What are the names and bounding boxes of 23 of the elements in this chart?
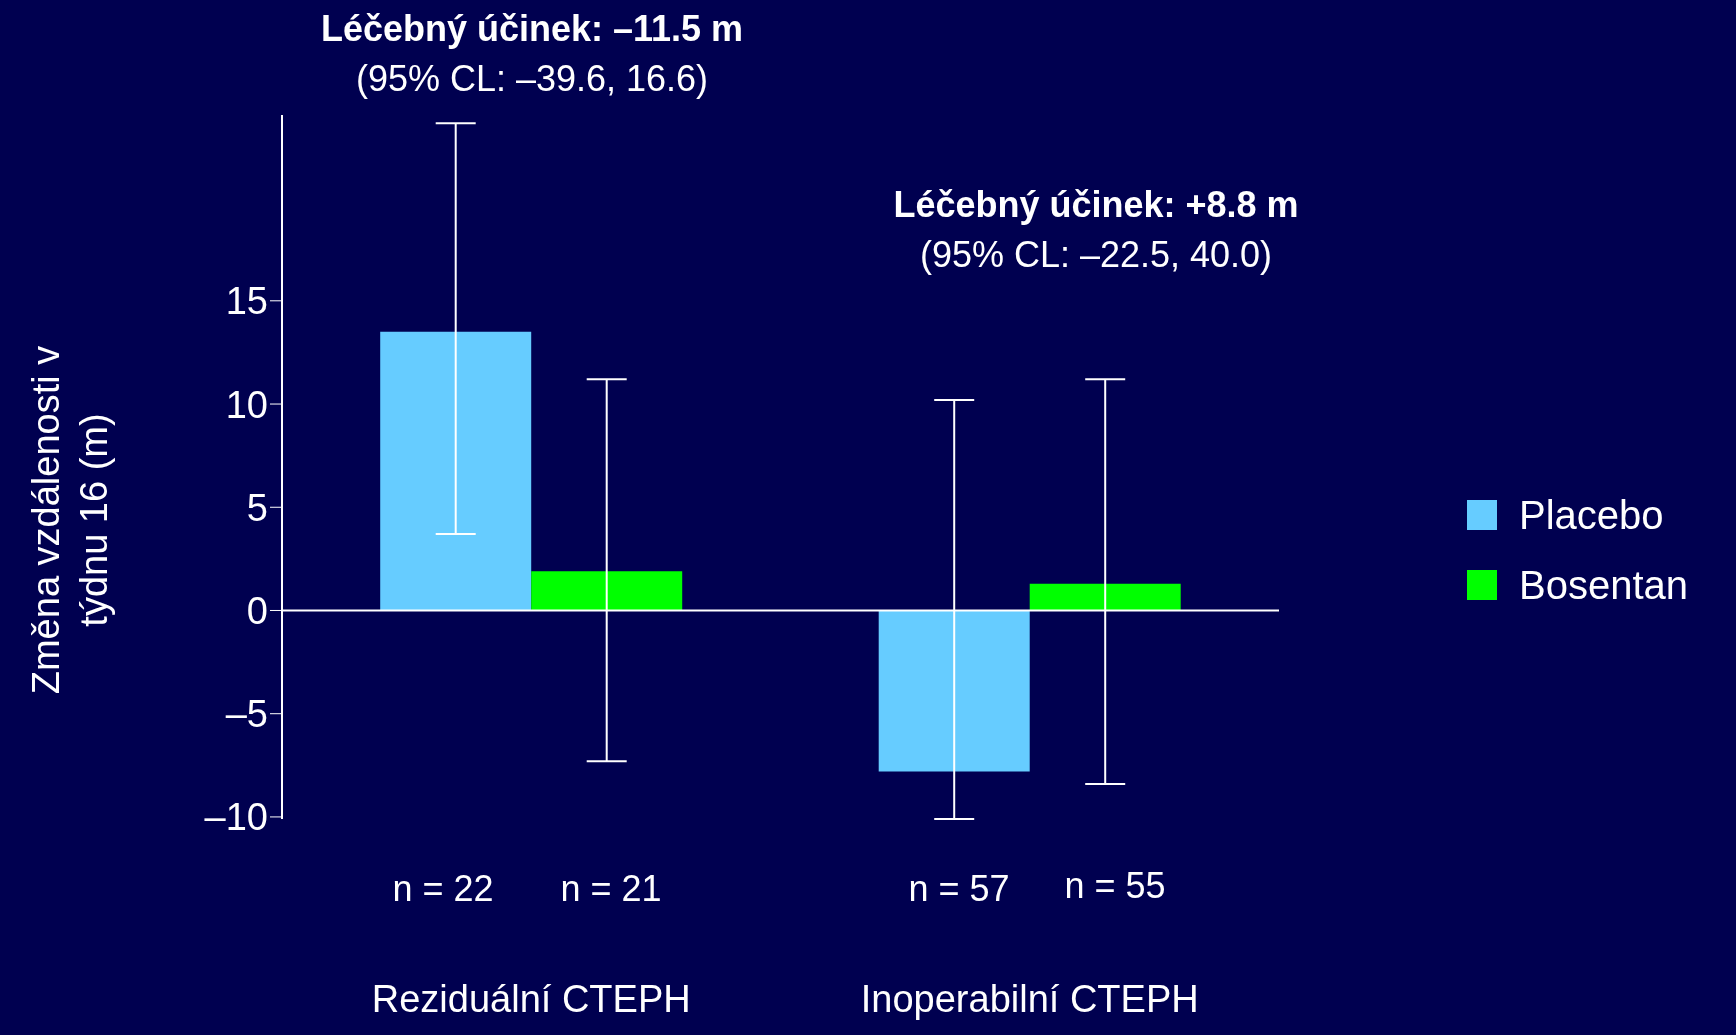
x-tick-label: Reziduální CTEPH [371, 978, 691, 1020]
bar [1029, 583, 1181, 611]
text: (95% CL: –39.6, 16.6) [355, 58, 709, 100]
text: n = 21 [560, 868, 662, 910]
legend-label: Bosentan [1519, 562, 1689, 608]
y-tick-label: 0 [246, 589, 268, 632]
text: n = 55 [1064, 865, 1166, 907]
y-tick-label: –5 [225, 693, 268, 736]
x-tick-label: Inoperabilní CTEPH [860, 978, 1199, 1020]
text: n = 57 [908, 868, 1010, 910]
y-tick-label: 10 [225, 383, 268, 426]
annotation: (95% CL: –22.5, 40.0) [919, 234, 1273, 276]
y-axis-title: Změna vzdálenosti v týdnu 16 (m) [24, 344, 116, 697]
bar [380, 331, 532, 611]
y-tick-label: 5 [246, 486, 268, 529]
text: Léčebný účinek: –11.5 m [320, 8, 744, 50]
bar [531, 571, 683, 611]
text: n = 22 [392, 868, 494, 910]
y-tick-label: –10 [204, 796, 268, 839]
bar [878, 610, 1030, 772]
legend-label: Placebo [1519, 492, 1664, 538]
y-tick-label: 15 [225, 280, 268, 323]
annotation: Léčebný účinek: +8.8 m [893, 184, 1299, 226]
